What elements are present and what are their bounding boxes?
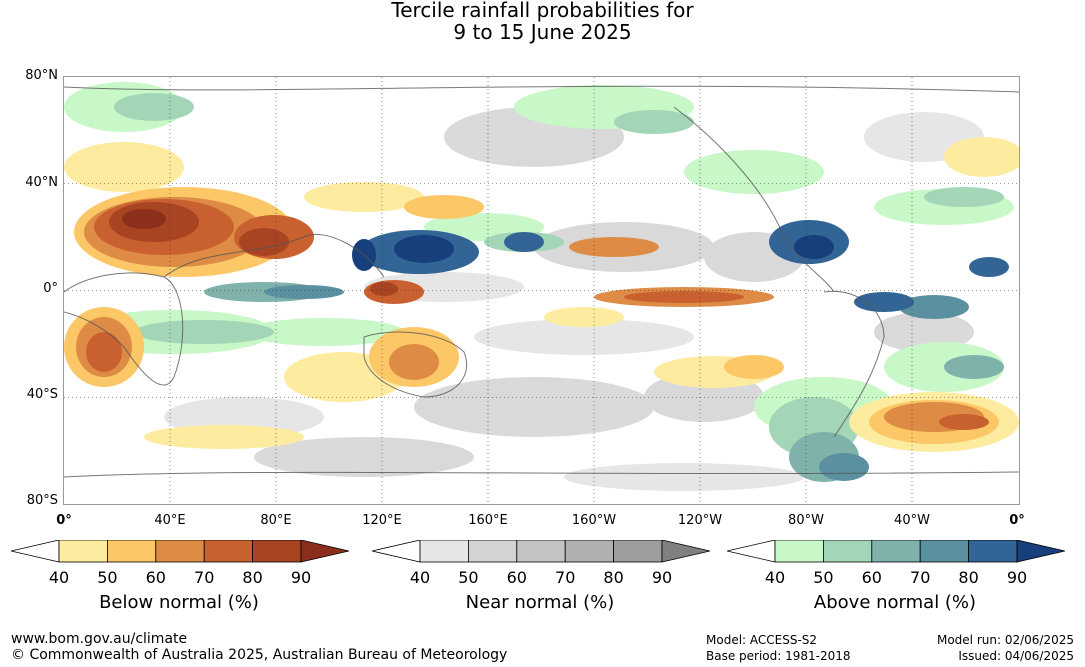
colorbar-tick-label: 50 [458, 568, 479, 587]
lon-label-40e: 40°E [154, 513, 186, 528]
colorbar-tick-label: 90 [290, 568, 312, 587]
colorbar-segment [252, 540, 302, 563]
colorbar-segment [564, 540, 614, 563]
colorbar-segment [516, 540, 566, 563]
map-title-line1: Tercile rainfall probabilities for [391, 0, 694, 22]
colorbar-segment [107, 540, 157, 563]
footer-website-link[interactable]: www.bom.gov.au/climate [11, 631, 188, 647]
colorbar-tick-label: 80 [958, 568, 979, 587]
colorbar-segment [155, 540, 205, 563]
colorbar-extend-high [1016, 540, 1065, 563]
colorbar-above-normal [727, 540, 1065, 568]
colorbar-segment [968, 540, 1018, 563]
lon-label-160e: 160°E [468, 513, 508, 528]
colorbar-segment [58, 540, 108, 563]
colorbar-segment [468, 540, 518, 563]
lat-label-80s: 80°S [26, 493, 58, 508]
lon-label-120w: 120°W [677, 513, 723, 528]
colorbar-tick-label: 70 [555, 568, 576, 587]
colorbar-segment [871, 540, 921, 563]
footer-model: Model: ACCESS-S2 [706, 633, 818, 647]
colorbar-segment [613, 540, 663, 563]
lon-label-80e: 80°E [260, 513, 292, 528]
colorbar-tick-label: 50 [97, 568, 118, 587]
lat-label-40n: 40°N [25, 175, 58, 190]
colorbar-extend-high [300, 540, 349, 563]
colorbar-tick-label: 40 [409, 568, 431, 587]
lat-label-80n: 80°N [25, 68, 58, 83]
colorbar-tick-label: 70 [910, 568, 931, 587]
colorbar-tick-label: 90 [1006, 568, 1028, 587]
footer-copyright: © Commonwealth of Australia 2025, Austra… [11, 647, 508, 663]
lon-label-0-right: 0° [1009, 513, 1025, 528]
colorbar-extend-low [11, 540, 60, 563]
colorbar-tick-label: 40 [764, 568, 786, 587]
colorbar-tick-label: 90 [651, 568, 673, 587]
colorbar-segment [774, 540, 824, 563]
colorbar-tick-label: 70 [194, 568, 215, 587]
map-title-line2: 9 to 15 June 2025 [453, 20, 632, 44]
colorbar-segment [419, 540, 469, 563]
colorbar-label-above: Above normal (%) [813, 592, 977, 613]
colorbar-near-normal [372, 540, 710, 568]
footer-base-period: Base period: 1981-2018 [706, 649, 851, 663]
colorbar-tick-label: 60 [145, 568, 166, 587]
lon-label-0-left: 0° [56, 513, 72, 528]
lon-label-120e: 120°E [362, 513, 402, 528]
footer-model-run: Model run: 02/06/2025 [936, 633, 1074, 647]
lat-label-0: 0° [43, 281, 58, 296]
colorbar-segment [919, 540, 969, 563]
colorbar-tick-label: 50 [813, 568, 834, 587]
probability-map [63, 76, 1020, 505]
colorbar-label-below: Below normal (%) [99, 592, 259, 613]
lat-label-40s: 40°S [26, 387, 58, 402]
lon-label-160w: 160°W [571, 513, 617, 528]
colorbar-tick-label: 80 [603, 568, 624, 587]
colorbar-tick-label: 60 [506, 568, 527, 587]
colorbar-extend-low [727, 540, 776, 563]
lon-label-40w: 40°W [894, 513, 930, 528]
colorbar-segment [203, 540, 253, 563]
colorbar-label-near: Near normal (%) [465, 592, 615, 613]
lon-label-80w: 80°W [788, 513, 824, 528]
colorbar-extend-low [372, 540, 421, 563]
colorbar-extend-high [661, 540, 710, 563]
map-graphic [64, 77, 1019, 504]
colorbar-below-normal [11, 540, 349, 568]
colorbar-tick-label: 40 [48, 568, 70, 587]
colorbar-tick-label: 60 [861, 568, 882, 587]
colorbar-segment [823, 540, 873, 563]
colorbar-tick-label: 80 [242, 568, 263, 587]
footer-issued: Issued: 04/06/2025 [958, 649, 1074, 663]
